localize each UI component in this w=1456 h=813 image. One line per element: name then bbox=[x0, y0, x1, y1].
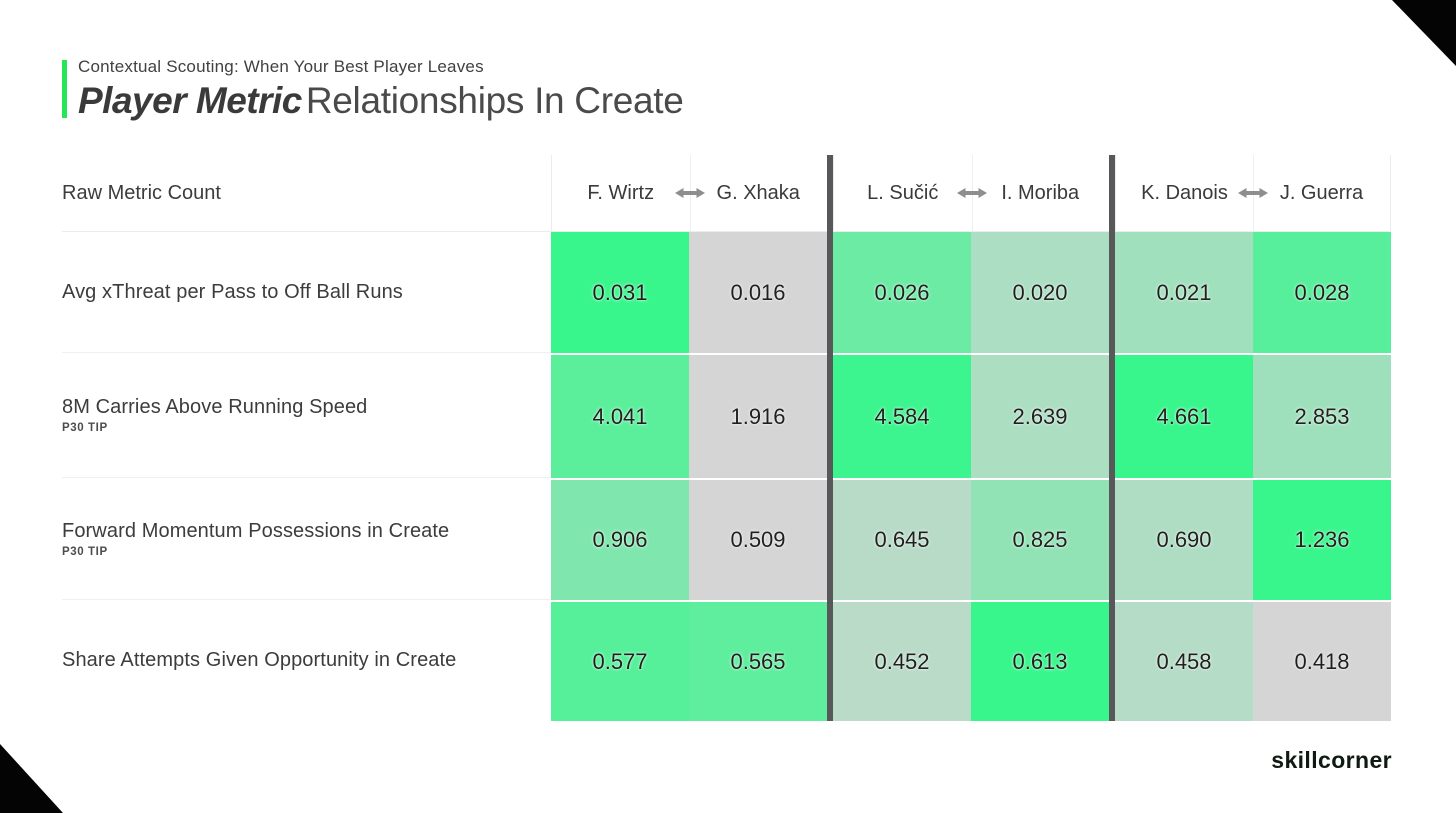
player-name-left: K. Danois bbox=[1141, 181, 1228, 204]
player-name-right: G. Xhaka bbox=[716, 181, 800, 204]
heatmap-cell: 0.565 bbox=[689, 600, 827, 721]
swap-arrow-icon bbox=[956, 188, 987, 198]
heatmap-cell: 4.584 bbox=[833, 353, 971, 478]
pair-divider bbox=[827, 155, 833, 721]
table-corner-label: Raw Metric Count bbox=[62, 155, 551, 232]
metric-sublabel: P30 TIP bbox=[62, 545, 108, 558]
player-name-left: F. Wirtz bbox=[587, 181, 655, 204]
heatmap-cell: 0.418 bbox=[1253, 600, 1391, 721]
heatmap-cell: 0.452 bbox=[833, 600, 971, 721]
heatmap-cell: 0.458 bbox=[1115, 600, 1253, 721]
metric-name: Avg xThreat per Pass to Off Ball Runs bbox=[62, 280, 403, 303]
pair-divider bbox=[1109, 155, 1115, 721]
swap-arrow-icon bbox=[674, 188, 705, 198]
player-name-right: J. Guerra bbox=[1279, 181, 1364, 204]
heatmap-cell: 0.509 bbox=[689, 478, 827, 600]
title-accent-bar bbox=[62, 60, 67, 119]
page-title-rest: Relationships In Create bbox=[305, 79, 684, 121]
heatmap-cell: 0.906 bbox=[551, 478, 689, 600]
skillcorner-logo: skillcorner bbox=[1271, 747, 1392, 773]
metric-row-label: 8M Carries Above Running Speed P30 TIP bbox=[62, 353, 551, 478]
column-pair-header: K. Danois J. Guerra bbox=[1115, 155, 1391, 232]
player-name-left: L. Sučić bbox=[867, 181, 939, 204]
metric-name: 8M Carries Above Running Speed bbox=[62, 396, 368, 418]
heatmap-cell: 0.690 bbox=[1115, 478, 1253, 600]
corner-cut-top-right bbox=[1392, 0, 1456, 66]
heatmap-table: Raw Metric Count F. Wirtz G. Xhaka L. Sučić… bbox=[62, 155, 1391, 721]
heatmap-cell: 2.639 bbox=[971, 353, 1109, 478]
heatmap-cell: 0.825 bbox=[971, 478, 1109, 600]
corner-cut-bottom-left bbox=[0, 744, 63, 813]
metric-name: Share Attempts Given Opportunity in Crea… bbox=[62, 649, 457, 671]
metric-row-label: Forward Momentum Possessions in Create P3… bbox=[62, 478, 551, 600]
kicker-text: Contextual Scouting: When Your Best Play… bbox=[78, 57, 484, 76]
heatmap-cell: 4.041 bbox=[551, 353, 689, 478]
heatmap-cell: 0.613 bbox=[971, 600, 1109, 721]
page-title: Player Metric Relationships In Create bbox=[78, 79, 684, 121]
heatmap-cell: 0.031 bbox=[551, 232, 689, 353]
page-title-emphasis: Player Metric bbox=[78, 79, 302, 121]
metric-row-label: Share Attempts Given Opportunity in Crea… bbox=[62, 600, 551, 721]
heatmap-cell: 0.016 bbox=[689, 232, 827, 353]
metric-sublabel: P30 TIP bbox=[62, 422, 108, 434]
swap-arrow-icon bbox=[1238, 188, 1268, 198]
heatmap-cell: 2.853 bbox=[1253, 353, 1391, 478]
column-pair-header: L. Sučić I. Moriba bbox=[833, 155, 1109, 232]
column-pair-header: F. Wirtz G. Xhaka bbox=[551, 155, 827, 232]
heatmap-cell: 1.916 bbox=[689, 353, 827, 478]
heatmap-cell: 1.236 bbox=[1253, 478, 1391, 600]
heatmap-cell: 4.661 bbox=[1115, 353, 1253, 478]
heatmap-cell: 0.028 bbox=[1253, 232, 1391, 353]
heatmap-cell: 0.026 bbox=[833, 232, 971, 353]
heatmap-cell: 0.645 bbox=[833, 478, 971, 600]
metric-name: Forward Momentum Possessions in Create bbox=[62, 519, 450, 542]
heatmap-cell: 0.577 bbox=[551, 600, 689, 721]
player-name-right: I. Moriba bbox=[1001, 181, 1080, 204]
metric-row-label: Avg xThreat per Pass to Off Ball Runs bbox=[62, 232, 551, 353]
heatmap-cell: 0.021 bbox=[1115, 232, 1253, 353]
title-block: Contextual Scouting: When Your Best Play… bbox=[62, 57, 684, 120]
heatmap-cell: 0.020 bbox=[971, 232, 1109, 353]
